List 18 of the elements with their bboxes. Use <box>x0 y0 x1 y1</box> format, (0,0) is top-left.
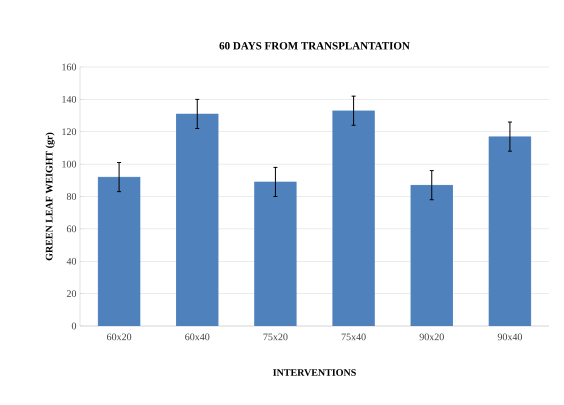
x-tick-label: 90x20 <box>420 334 444 340</box>
y-tick-label: 0 <box>72 322 76 330</box>
x-tick-label: 75x20 <box>264 334 288 340</box>
y-tick-label: 100 <box>62 160 76 168</box>
y-tick-label: 140 <box>62 96 76 103</box>
chart-title: 60 DAYS FROM TRANSPLANTATION <box>219 42 410 50</box>
x-axis-title: INTERVENTIONS <box>273 369 356 376</box>
x-tick-label: 60x20 <box>107 334 132 340</box>
y-axis-title: GREEN LEAF WEIGHT (gr) <box>45 132 55 260</box>
x-tick-label: 75x40 <box>342 334 366 340</box>
y-tick-label: 80 <box>66 193 76 200</box>
x-tick-label: 90x40 <box>498 334 522 340</box>
y-tick-label: 40 <box>66 258 76 265</box>
y-tick-label: 160 <box>62 64 76 70</box>
x-tick-label: 60x40 <box>185 334 210 340</box>
y-tick-label: 60 <box>66 226 76 232</box>
y-tick-label: 20 <box>66 290 76 297</box>
y-tick-label: 120 <box>62 128 76 136</box>
